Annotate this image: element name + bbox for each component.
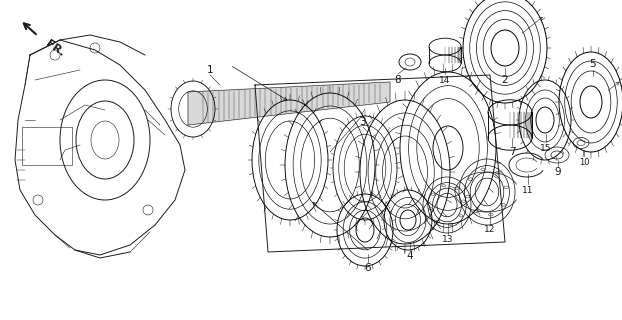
Text: 14: 14 bbox=[439, 76, 451, 84]
Text: 15: 15 bbox=[541, 143, 552, 153]
Text: 5: 5 bbox=[590, 59, 596, 69]
Text: 3: 3 bbox=[359, 117, 365, 127]
Text: 7: 7 bbox=[509, 147, 515, 157]
Text: 9: 9 bbox=[555, 167, 561, 177]
Text: 11: 11 bbox=[522, 186, 534, 195]
Text: 6: 6 bbox=[364, 263, 371, 273]
Text: 1: 1 bbox=[207, 65, 213, 75]
Text: 8: 8 bbox=[395, 75, 401, 85]
Bar bbox=[22, 127, 72, 165]
Text: 10: 10 bbox=[578, 157, 589, 166]
Text: 2: 2 bbox=[502, 75, 508, 85]
Polygon shape bbox=[188, 82, 390, 125]
Text: 13: 13 bbox=[442, 236, 454, 244]
Text: 4: 4 bbox=[407, 251, 413, 261]
Text: FR.: FR. bbox=[44, 38, 67, 58]
Text: 12: 12 bbox=[485, 226, 496, 235]
